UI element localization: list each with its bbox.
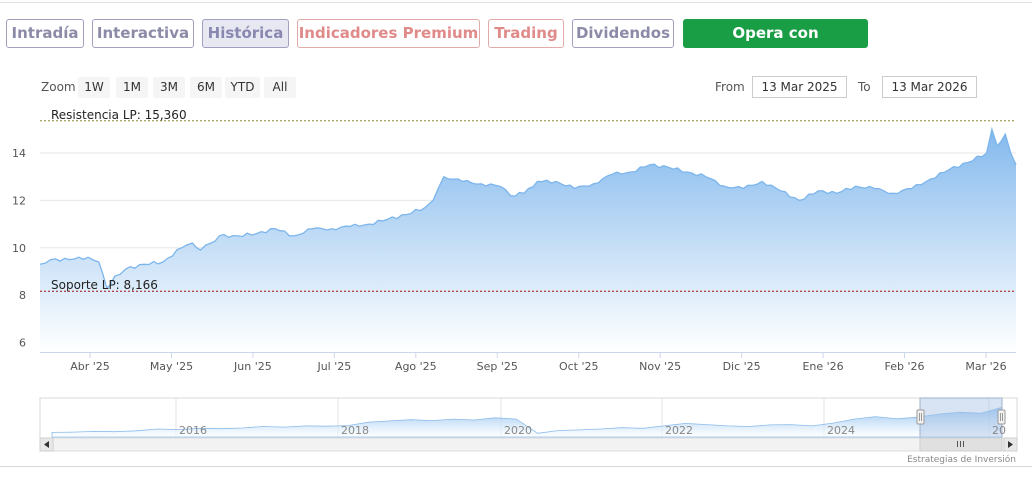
chart-credit: Estrategias de Inversión (907, 454, 1016, 465)
bottom-border (0, 466, 1032, 467)
arrow-right-icon (1008, 441, 1013, 448)
x-tick-label: Feb '26 (885, 360, 925, 373)
navigator-selection[interactable] (919, 397, 1003, 439)
y-tick-label: 6 (19, 337, 26, 350)
range-from-label: From (715, 80, 745, 94)
x-tick-label: Jul '25 (316, 360, 351, 373)
navigator-tick-label: 2016 (179, 424, 207, 437)
y-axis-ticks: 6 8 10 12 14 (12, 147, 26, 350)
top-border (0, 2, 1032, 3)
scrollbar-track[interactable] (39, 437, 1018, 452)
y-tick-label: 12 (12, 194, 26, 207)
x-tick-label: Oct '25 (559, 360, 599, 373)
navigator-tick-label: 2018 (341, 424, 369, 437)
x-axis-ticks: Abr '25 May '25 Jun '25 Jul '25 Ago '25 Sep '… (70, 352, 1007, 373)
navigator-tick-label: 20 (992, 424, 1006, 437)
price-area (40, 129, 1016, 352)
navigator-tick-label: 2024 (827, 424, 855, 437)
navigator-handle-left[interactable] (916, 409, 925, 425)
x-tick-label: Sep '25 (477, 360, 518, 373)
level-label: Resistencia LP: 15,360 (51, 108, 187, 122)
zoom-button-3m[interactable]: 3M (153, 77, 185, 98)
tab-interactiva[interactable]: Interactiva (92, 19, 194, 48)
navigator-tick-label: 2020 (504, 424, 532, 437)
scroll-right-button[interactable] (1003, 437, 1018, 452)
zoom-label: Zoom (41, 80, 76, 94)
scroll-left-button[interactable] (39, 437, 54, 452)
x-tick-label: Mar '26 (965, 360, 1006, 373)
zoom-button-1m[interactable]: 1M (116, 77, 148, 98)
level-label: Soporte LP: 8,166 (51, 278, 158, 292)
freedom24-button[interactable]: Opera con Freedom24 (683, 19, 868, 69)
zoom-button-ytd[interactable]: YTD (225, 77, 260, 98)
range-to-label: To (858, 80, 871, 94)
scrollbar-grip-icon (957, 441, 964, 447)
level-annotations: Resistencia LP: 15,360 Soporte LP: 8,166 (40, 108, 1016, 292)
navigator-area (51, 406, 1003, 438)
x-tick-label: Ago '25 (395, 360, 437, 373)
navigator-handle-right[interactable] (997, 409, 1006, 425)
y-tick-label: 8 (19, 289, 26, 302)
range-from-input[interactable]: 13 Mar 2025 (752, 76, 847, 98)
zoom-button-all[interactable]: All (264, 77, 296, 98)
x-tick-label: Dic '25 (723, 360, 761, 373)
tab-intradia[interactable]: Intradía (6, 19, 84, 48)
navigator-x-ticks: 2016 2018 2020 2022 2024 20 (179, 424, 1006, 437)
x-tick-label: Nov '25 (639, 360, 681, 373)
tab-trading[interactable]: Trading (488, 19, 564, 48)
y-tick-label: 14 (12, 147, 26, 160)
x-tick-label: Ene '26 (802, 360, 843, 373)
tab-historica[interactable]: Histórica (202, 19, 289, 48)
x-tick-label: Jun '25 (233, 360, 272, 373)
price-line (39, 126, 1017, 290)
y-tick-label: 10 (12, 242, 26, 255)
navigator: 2016 2018 2020 2022 2024 20 Estrategias de In… (39, 397, 1018, 465)
zoom-button-1w[interactable]: 1W (78, 77, 110, 98)
navigator-tick-label: 2022 (665, 424, 693, 437)
x-tick-label: Abr '25 (70, 360, 110, 373)
tab-indicadores-premium[interactable]: Indicadores Premium (297, 19, 480, 48)
range-to-input[interactable]: 13 Mar 2026 (882, 76, 977, 98)
arrow-left-icon (44, 441, 49, 448)
x-tick-label: May '25 (150, 360, 193, 373)
tab-dividendos[interactable]: Dividendos (572, 19, 674, 48)
zoom-button-6m[interactable]: 6M (190, 77, 222, 98)
